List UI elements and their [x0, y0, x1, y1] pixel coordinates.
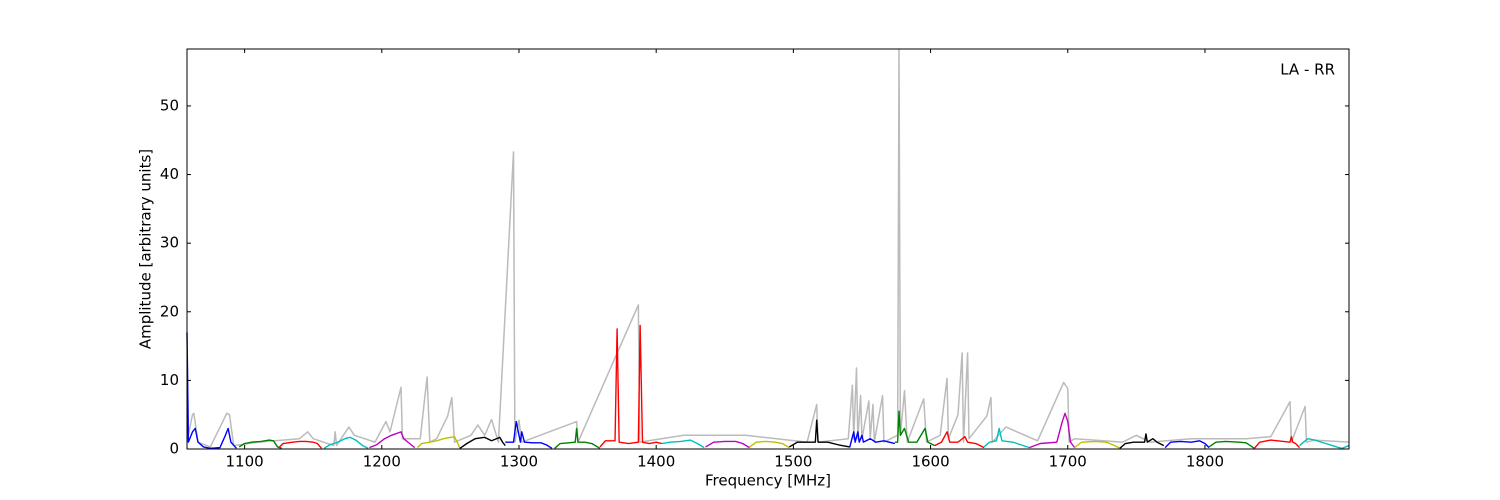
- series-line: [369, 431, 416, 449]
- series-line: [1164, 440, 1210, 449]
- series-line: [505, 420, 553, 449]
- series-line: [186, 48, 1350, 448]
- y-tick-label: 40: [160, 165, 179, 183]
- plot-frame: [186, 48, 1350, 450]
- series-line: [1119, 433, 1165, 449]
- series-line: [554, 427, 601, 449]
- x-tick-label: 1200: [363, 453, 401, 471]
- series-line: [186, 332, 237, 450]
- series-line: [894, 410, 936, 447]
- x-tick-label: 1500: [774, 453, 812, 471]
- series-line: [983, 427, 1030, 449]
- series-line: [705, 440, 750, 449]
- x-tick-label: 1600: [911, 453, 949, 471]
- series-line: [788, 419, 850, 448]
- series-line: [934, 431, 985, 449]
- series-line: [1253, 435, 1301, 449]
- x-tick-label: 1300: [500, 453, 538, 471]
- series-line: [1029, 412, 1076, 449]
- series-line: [1299, 438, 1350, 450]
- series-line: [278, 440, 322, 449]
- series-line: [661, 439, 705, 449]
- series-line: [1074, 440, 1121, 449]
- x-tick-label: 1700: [1049, 453, 1087, 471]
- x-tick-label: 1100: [226, 453, 264, 471]
- series-line: [416, 435, 461, 449]
- series-line: [599, 324, 662, 448]
- series-line: [848, 431, 896, 448]
- y-tick-label: 20: [160, 302, 179, 320]
- annotation: LA - RR: [1280, 61, 1335, 79]
- series-line: [238, 439, 282, 449]
- y-tick-label: 10: [160, 371, 179, 389]
- series-line: [749, 440, 790, 449]
- y-tick-label: 50: [160, 96, 179, 114]
- series-line: [459, 436, 506, 449]
- x-tick-label: 1800: [1186, 453, 1224, 471]
- y-tick-label: 0: [169, 440, 179, 458]
- y-axis-label: Amplitude [arbitrary units]: [137, 149, 155, 349]
- x-axis-label: Frequency [MHz]: [705, 472, 831, 490]
- series-line: [1208, 440, 1255, 449]
- x-tick-label: 1400: [637, 453, 675, 471]
- y-tick-label: 30: [160, 234, 179, 252]
- series-line: [323, 436, 369, 449]
